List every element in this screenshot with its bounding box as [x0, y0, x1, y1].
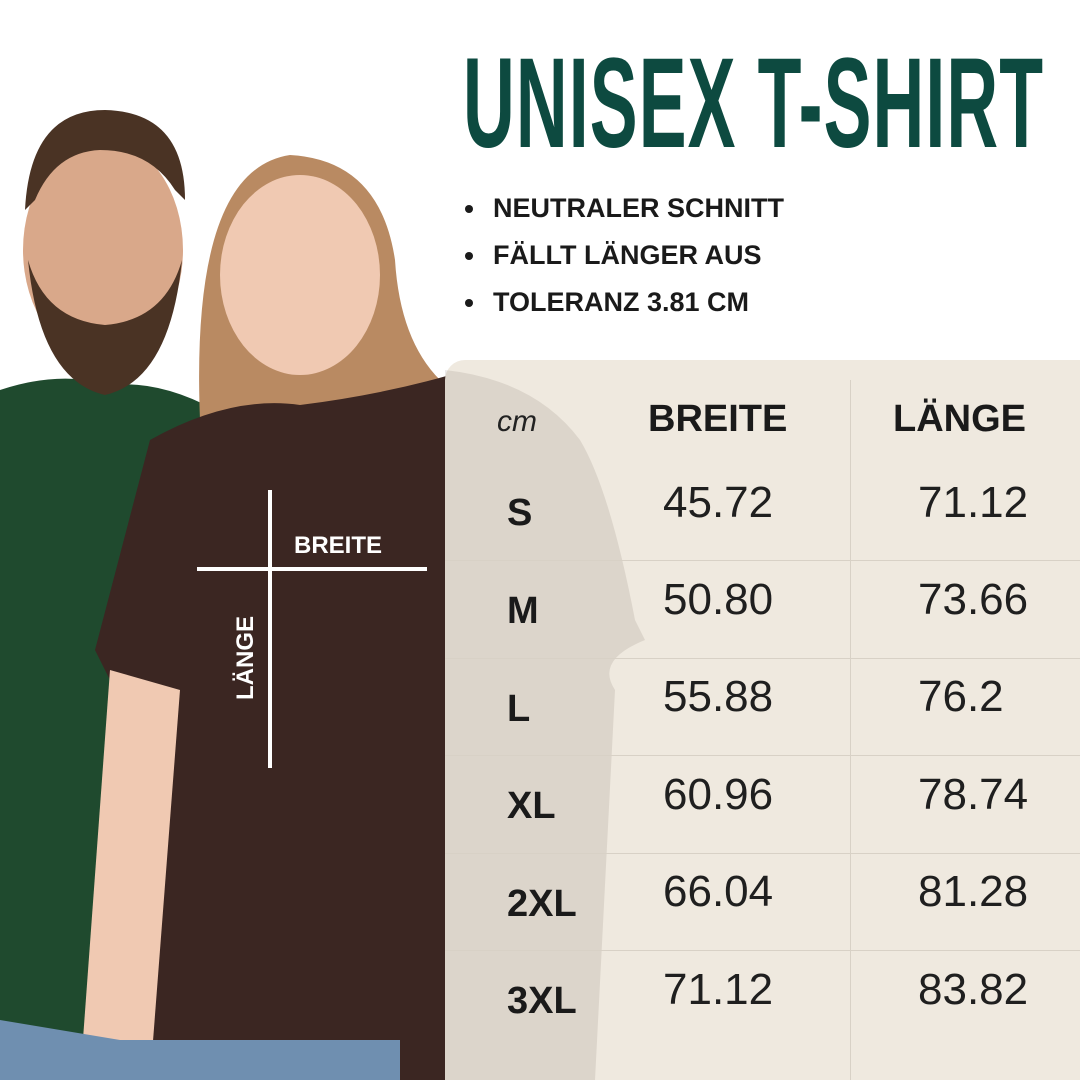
- feature-item: NEUTRALER SCHNITT: [465, 185, 784, 232]
- laenge-value: 81.28: [918, 867, 1029, 916]
- size-label: S: [507, 492, 533, 534]
- man-beard: [28, 260, 182, 395]
- woman-arm: [80, 670, 180, 1080]
- bullet-icon: [465, 204, 473, 213]
- bullet-icon: [465, 251, 473, 260]
- feature-list: NEUTRALER SCHNITT FÄLLT LÄNGER AUS TOLER…: [465, 185, 784, 326]
- laenge-value: 78.74: [918, 770, 1029, 819]
- row-divider: [445, 950, 1080, 951]
- header-laenge: LÄNGE: [893, 398, 1026, 440]
- breite-value: 60.96: [663, 770, 774, 819]
- jeans: [0, 1020, 400, 1080]
- sleeve-overlay: [445, 370, 645, 1080]
- size-table: [445, 360, 1080, 1080]
- feature-item: FÄLLT LÄNGER AUS: [465, 232, 784, 279]
- shirt-label-laenge: LÄNGE: [232, 616, 259, 700]
- row-divider: [445, 560, 1080, 561]
- size-label: XL: [507, 785, 556, 827]
- models-photo: [0, 110, 450, 1080]
- size-label: M: [507, 590, 539, 632]
- size-label: 2XL: [507, 883, 577, 925]
- laenge-value: 76.2: [918, 672, 1004, 721]
- woman-face: [220, 175, 380, 375]
- breite-value: 45.72: [663, 478, 774, 527]
- breite-value: 55.88: [663, 672, 774, 721]
- man-hair: [25, 110, 185, 210]
- row-divider: [445, 658, 1080, 659]
- breite-value: 50.80: [663, 575, 774, 624]
- column-divider: [850, 380, 851, 1080]
- header-breite: BREITE: [648, 398, 788, 440]
- breite-value: 66.04: [663, 867, 774, 916]
- bullet-icon: [465, 298, 473, 307]
- row-divider: [445, 755, 1080, 756]
- breite-value: 71.12: [663, 965, 774, 1014]
- unit-label: cm: [497, 405, 537, 438]
- size-label: L: [507, 688, 531, 730]
- shirt-label-breite: BREITE: [294, 532, 383, 559]
- woman-brown-shirt: [95, 375, 450, 1080]
- laenge-value: 83.82: [918, 965, 1029, 1014]
- laenge-value: 73.66: [918, 575, 1029, 624]
- row-divider: [445, 853, 1080, 854]
- man-head: [23, 140, 183, 360]
- width-line: [197, 567, 427, 571]
- feature-item: TOLERANZ 3.81 CM: [465, 279, 784, 326]
- size-label: 3XL: [507, 980, 577, 1022]
- page-title: UNISEX T-SHIRT: [463, 32, 1045, 175]
- length-line: [268, 490, 272, 768]
- laenge-value: 71.12: [918, 478, 1029, 527]
